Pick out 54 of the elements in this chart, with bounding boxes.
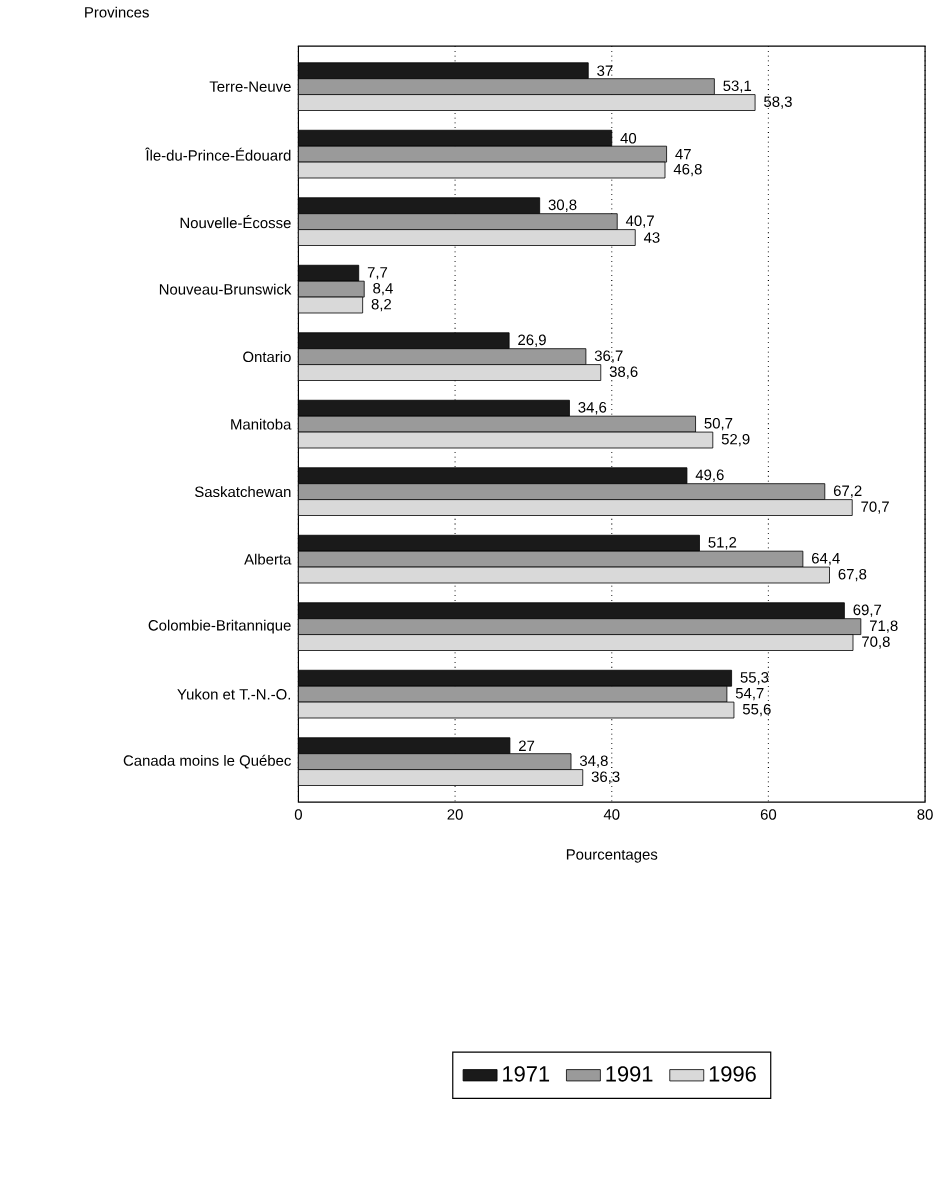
data-label: 46,8 (673, 163, 702, 177)
data-label: 55,3 (740, 672, 769, 685)
data-label: 71,8 (870, 620, 898, 633)
data-label: 69,7 (853, 604, 882, 617)
data-label: 67,2 (833, 485, 862, 498)
data-label: 43 (643, 232, 660, 243)
data-label: 36,7 (594, 350, 623, 363)
y-tick-label: Nouvelle-Écosse (180, 215, 291, 229)
data-label: 7,7 (367, 267, 388, 280)
data-label: 50,7 (704, 417, 733, 431)
y-tick-label: Ontario (243, 351, 291, 363)
data-label: 34,8 (579, 755, 608, 768)
legend-label: 1991 (606, 1066, 653, 1082)
y-tick-label: Manitoba (231, 418, 292, 430)
data-label: 58,3 (764, 96, 792, 109)
y-axis-title: Provinces (85, 6, 149, 18)
data-label: 49,6 (695, 469, 724, 482)
x-axis-title: Pourcentages (566, 849, 658, 863)
data-label: 52,9 (721, 433, 750, 447)
data-label: 67,8 (838, 568, 867, 582)
data-label: 47 (675, 149, 691, 160)
data-label: 54,7 (735, 688, 764, 701)
data-label: 26,9 (518, 334, 546, 347)
legend-label: 1971 (503, 1066, 550, 1082)
data-label: 30,8 (548, 199, 577, 212)
y-tick-label: Terre-Neuve (209, 81, 291, 92)
x-tick-label: 20 (447, 809, 463, 820)
y-tick-label: Saskatchewan (195, 486, 291, 498)
data-label: 55,6 (742, 703, 771, 717)
data-label: 34,6 (578, 402, 607, 415)
data-label: 51,2 (708, 537, 737, 550)
y-tick-label: Île-du-Prince-Édouard (145, 147, 291, 161)
x-tick-label: 60 (760, 809, 777, 820)
data-label: 70,8 (862, 636, 890, 649)
data-label: 36,3 (591, 771, 620, 784)
data-label: 70,7 (861, 501, 889, 514)
y-tick-label: Colombie-Britannique (148, 619, 291, 634)
data-label: 53,1 (723, 80, 752, 93)
data-label: 27 (519, 740, 535, 751)
y-tick-label: Alberta (244, 553, 292, 565)
y-tick-label: Canada moins le Québec (123, 754, 291, 769)
data-label: 40,7 (625, 215, 654, 228)
y-tick-label: Yukon et T.-N.-O. (177, 688, 291, 700)
x-tick-label: 80 (917, 809, 933, 820)
data-label: 38,6 (609, 366, 638, 379)
y-tick-label: Nouveau-Brunswick (159, 283, 292, 295)
data-label: 40 (620, 132, 637, 144)
data-label: 37 (597, 65, 613, 77)
x-tick-label: 0 (294, 809, 302, 820)
data-label: 64,4 (812, 552, 840, 566)
data-label: 8,2 (371, 298, 392, 312)
x-tick-label: 40 (603, 809, 620, 820)
legend-label: 1996 (709, 1066, 756, 1082)
data-label: 8,4 (373, 282, 393, 296)
